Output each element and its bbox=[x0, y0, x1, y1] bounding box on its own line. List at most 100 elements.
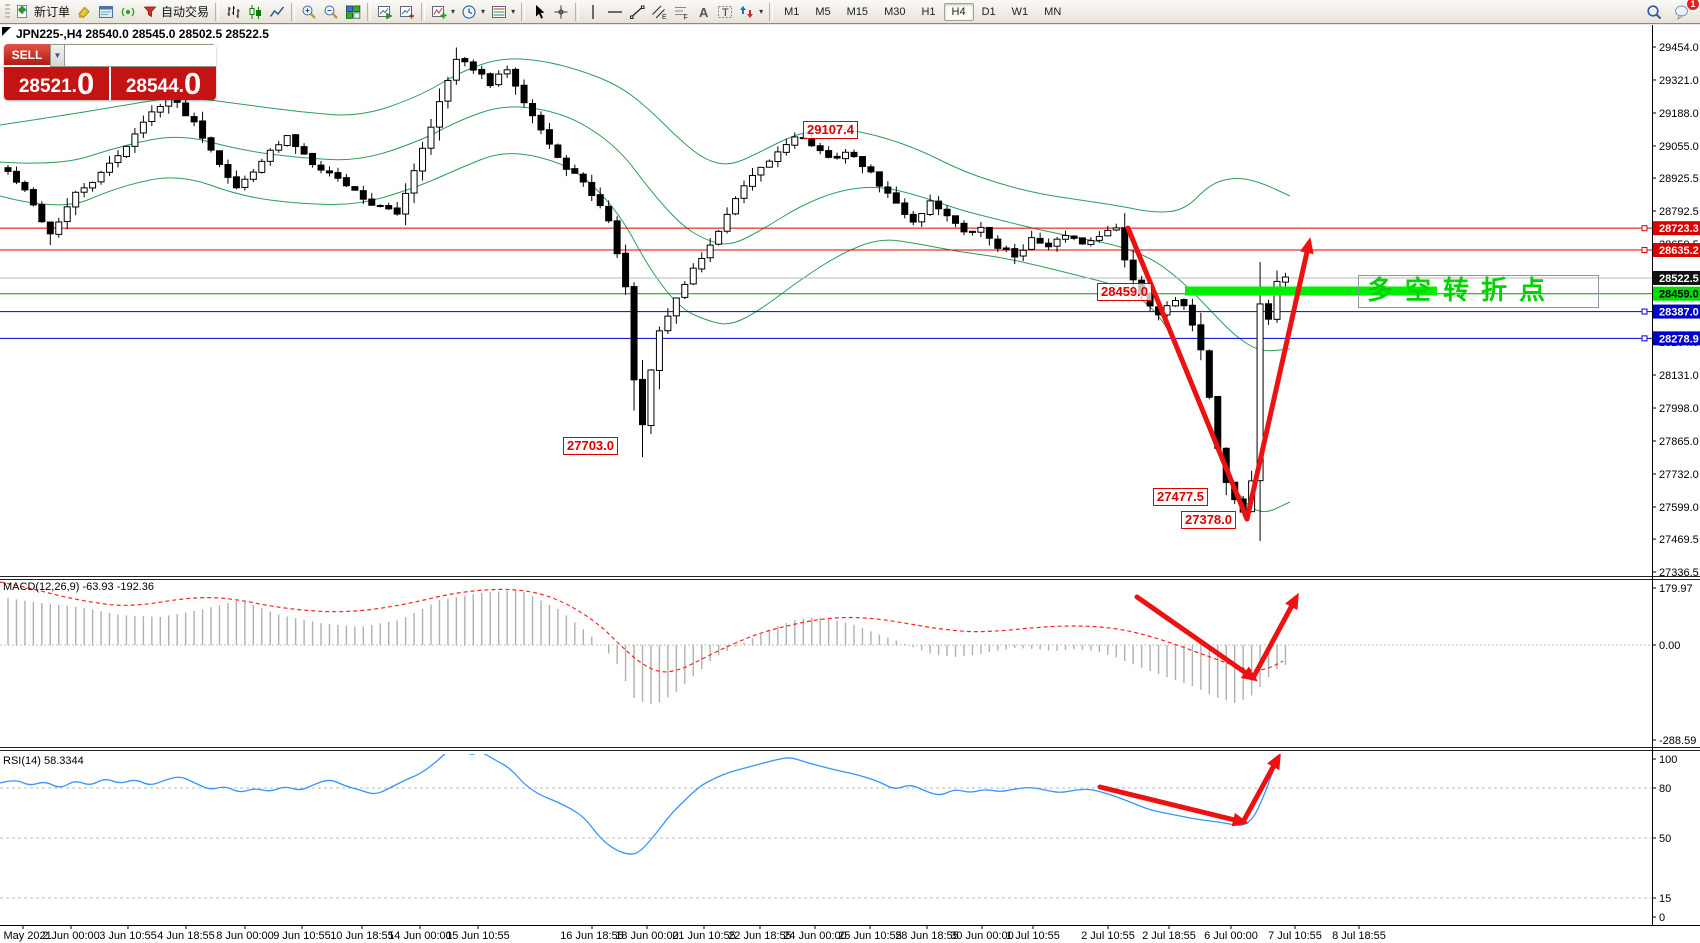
timeframe-button-m5[interactable]: M5 bbox=[815, 5, 831, 18]
dropdown-arrow-icon[interactable]: ▾ bbox=[759, 7, 764, 16]
timeframe-clock-button[interactable]: ▾ bbox=[458, 2, 488, 22]
dropdown-arrow-icon[interactable]: ▾ bbox=[511, 7, 516, 16]
candle bbox=[732, 198, 740, 215]
candle bbox=[1188, 304, 1196, 326]
toolbar-separator bbox=[367, 2, 372, 21]
rsi-axis-label: 100 bbox=[1659, 754, 1677, 766]
notifications-button[interactable]: 1 bbox=[1671, 0, 1699, 22]
tile-windows-button[interactable] bbox=[342, 2, 364, 22]
support-highlight-bar[interactable] bbox=[1185, 286, 1437, 296]
charts-cycle-button[interactable] bbox=[374, 2, 396, 22]
candle bbox=[816, 145, 824, 152]
candle bbox=[554, 144, 562, 158]
candle bbox=[892, 192, 900, 204]
trend-arrow[interactable] bbox=[1134, 594, 1256, 681]
channel-icon: E bbox=[652, 5, 667, 20]
signals-button[interactable] bbox=[117, 2, 139, 22]
dropdown-arrow-icon[interactable]: ▾ bbox=[481, 7, 486, 16]
candle bbox=[943, 208, 951, 217]
templates-button[interactable]: ▾ bbox=[488, 2, 518, 22]
candlestick-button[interactable] bbox=[244, 2, 266, 22]
price-annotation[interactable]: 27378.0 bbox=[1181, 511, 1236, 529]
line-handle[interactable] bbox=[1641, 247, 1648, 254]
metaeditor-button[interactable] bbox=[73, 2, 95, 22]
dropdown-arrow-icon[interactable]: ▾ bbox=[451, 7, 456, 16]
candle bbox=[393, 207, 401, 215]
trend-arrow[interactable] bbox=[1240, 755, 1281, 825]
trend-arrow[interactable] bbox=[1125, 225, 1250, 522]
zoom-in-button[interactable] bbox=[298, 2, 320, 22]
price-tick-label: 28792.5 bbox=[1659, 206, 1699, 218]
timeframe-button-m1[interactable]: M1 bbox=[784, 5, 800, 18]
trendline-button[interactable] bbox=[626, 2, 648, 22]
candle bbox=[1087, 240, 1095, 245]
add-indicator-button[interactable]: ▾ bbox=[428, 2, 458, 22]
timeframe-button-m30[interactable]: M30 bbox=[884, 5, 906, 18]
turning-point-note[interactable]: 多空转折点 bbox=[1358, 275, 1599, 308]
candle bbox=[224, 164, 232, 178]
price-annotation[interactable]: 28459.0 bbox=[1097, 283, 1152, 301]
sell-button[interactable]: SELL bbox=[4, 44, 50, 67]
chart-title: JPN225-,H4 28540.0 28545.0 28502.5 28522… bbox=[16, 27, 269, 41]
candle bbox=[452, 58, 460, 81]
price-annotation[interactable]: 27477.5 bbox=[1153, 488, 1208, 506]
timeframe-button-d1[interactable]: D1 bbox=[981, 5, 996, 18]
volume-input[interactable] bbox=[65, 44, 216, 67]
candle bbox=[1002, 247, 1010, 250]
line-handle[interactable] bbox=[1641, 308, 1648, 315]
rsi-line bbox=[0, 754, 1281, 855]
candle bbox=[325, 170, 333, 174]
svg-text:A: A bbox=[699, 5, 709, 20]
search-button[interactable] bbox=[1643, 2, 1665, 22]
line-handle[interactable] bbox=[1641, 225, 1648, 232]
timeframe-button-mn[interactable]: MN bbox=[1044, 5, 1062, 18]
timeframe-button-w1[interactable]: W1 bbox=[1011, 5, 1029, 18]
new-order-button[interactable]: 新订单 bbox=[12, 2, 73, 22]
timeframe-button-h1[interactable]: H1 bbox=[921, 5, 936, 18]
text-label-button[interactable]: T bbox=[714, 2, 736, 22]
crosshair-button[interactable] bbox=[550, 2, 572, 22]
vline-button[interactable] bbox=[582, 2, 604, 22]
add-indicator-icon bbox=[432, 5, 447, 18]
candle bbox=[114, 155, 122, 163]
trend-arrow-head bbox=[1267, 754, 1281, 771]
candle bbox=[647, 369, 655, 427]
channel-button[interactable]: E bbox=[648, 2, 670, 22]
hline-button[interactable] bbox=[604, 2, 626, 22]
candle bbox=[529, 103, 537, 117]
trend-arrow[interactable] bbox=[1250, 595, 1299, 681]
price-tick-label: 29454.0 bbox=[1659, 42, 1699, 54]
price-annotation[interactable]: 29107.4 bbox=[803, 121, 858, 139]
candle bbox=[1121, 227, 1129, 261]
buy-price[interactable]: 28544. 0 bbox=[111, 67, 216, 100]
bar-chart-button[interactable] bbox=[222, 2, 244, 22]
text-button[interactable]: A bbox=[692, 2, 714, 22]
candle bbox=[833, 155, 841, 159]
terminal-button[interactable] bbox=[95, 2, 117, 22]
volume-decrease-button[interactable]: ▼ bbox=[50, 44, 65, 67]
trend-arrow[interactable] bbox=[1244, 240, 1312, 522]
candle bbox=[850, 151, 858, 158]
candle bbox=[977, 226, 985, 233]
sell-price[interactable]: 28521. 0 bbox=[4, 67, 111, 100]
price-tag-label: 28459.0 bbox=[1659, 289, 1699, 301]
zoom-out-button[interactable] bbox=[320, 2, 342, 22]
macd-label: MACD(12,26,9) -63.93 -192.36 bbox=[3, 581, 155, 593]
fibonacci-button[interactable]: F bbox=[670, 2, 692, 22]
shapes-button[interactable]: ▾ bbox=[736, 2, 766, 22]
auto-trading-button[interactable]: 自动交易 bbox=[139, 2, 212, 22]
price-tag-label: 28278.9 bbox=[1659, 333, 1699, 345]
timeframe-button-h4[interactable]: H4 bbox=[943, 2, 974, 21]
cursor-button[interactable] bbox=[528, 2, 550, 22]
candle bbox=[655, 330, 663, 372]
time-axis-label: 18 Jun 00:00 bbox=[615, 930, 679, 942]
trend-arrow[interactable] bbox=[1097, 784, 1246, 825]
price-tick-label: 28925.5 bbox=[1659, 173, 1699, 185]
data-window-button[interactable] bbox=[396, 2, 418, 22]
line-handle[interactable] bbox=[1641, 335, 1648, 342]
timeframe-button-m15[interactable]: M15 bbox=[846, 5, 869, 18]
candle bbox=[926, 200, 934, 215]
line-chart-button[interactable] bbox=[266, 2, 288, 22]
price-annotation[interactable]: 27703.0 bbox=[563, 437, 618, 455]
